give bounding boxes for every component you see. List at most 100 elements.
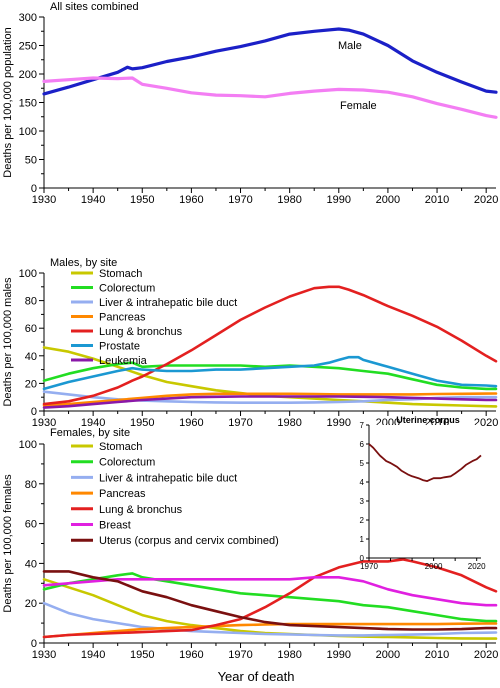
annotation-female: Female [340,100,377,112]
y-tick-label: 300 [19,12,37,24]
legend-label-lung-bronchus: Lung & bronchus [99,504,183,516]
y-tick-label: 0 [31,406,37,418]
inset-background [369,425,481,558]
y-tick-label: 20 [25,378,37,390]
y-tick-label: 150 [19,98,37,110]
y-tick-label: 80 [25,296,37,308]
panel-all-sites: 0 50 100 150 200 250 300 1930 1940 1950 1960 1970 19… [2,1,498,206]
legend-label-colorectum: Colorectum [99,457,155,469]
x-tick-label: 1930 [32,649,56,661]
x-tick-label: 1960 [179,194,203,206]
x-tick-label: 1980 [277,649,301,661]
y-axis-label: Deaths per 100,000 females [2,474,14,613]
y-tick-label: 40 [25,351,37,363]
y-tick-label: 50 [25,155,37,167]
x-tick-label: 1950 [130,649,154,661]
series-line-colorectum [42,361,498,391]
y-tick-label: 80 [25,479,37,491]
panel-title: All sites combined [50,1,139,13]
x-tick-label: 2020 [474,649,498,661]
series-line-uterus-corpus-and-cervix-combined [42,570,498,631]
x-tick-label: 1970 [228,417,252,429]
x-tick-label: 1990 [327,649,351,661]
y-tick-label: 200 [19,69,37,81]
x-tick-label: 1940 [81,649,105,661]
x-tick-label: 2020 [474,194,498,206]
inset-y-tick-label: 6 [360,440,365,449]
inset-x-tick-label: 2000 [425,562,443,571]
x-tick-label: 2010 [425,649,449,661]
y-tick-label: 60 [25,323,37,335]
annotation-male: Male [338,40,362,52]
x-tick-label: 1950 [130,194,154,206]
series-line-female [42,76,498,119]
inset-x-tick-label: 1970 [360,562,378,571]
y-tick-label: 60 [25,519,37,531]
x-tick-label: 2000 [376,194,400,206]
series-line-pancreas [42,392,498,407]
panel-title: Males, by site [50,257,117,269]
y-tick-label: 100 [19,439,37,451]
x-tick-label: 1930 [32,194,56,206]
y-tick-label: 100 [19,126,37,138]
x-tick-label: 1960 [179,417,203,429]
series-line-male [42,27,498,96]
legend-label-colorectum: Colorectum [99,283,155,295]
inset-y-tick-label: 4 [360,478,365,487]
y-tick-label: 250 [19,41,37,53]
legend-label-pancreas: Pancreas [99,488,146,500]
y-tick-label: 0 [31,183,37,195]
x-tick-label: 2010 [425,194,449,206]
x-tick-label: 1970 [228,194,252,206]
x-tick-label: 1930 [32,417,56,429]
y-tick-label: 40 [25,558,37,570]
series-line-lung-bronchus [42,558,498,639]
series-line-liver-intrahepatic-bile-duct [42,601,498,637]
legend-label-liver-intrahepatic-bile-duct: Liver & intrahepatic bile duct [99,472,237,484]
legend-label-breast: Breast [99,520,131,532]
y-tick-label: 0 [31,638,37,650]
inset-y-tick-label: 5 [360,459,365,468]
inset-y-tick-label: 2 [360,516,365,525]
series-line-breast [42,576,498,607]
x-tick-label: 1990 [327,417,351,429]
inset-y-tick-label: 1 [360,535,365,544]
legend-label-pancreas: Pancreas [99,312,146,324]
series-line-colorectum [42,572,498,623]
legend-label-lung-bronchus: Lung & bronchus [99,326,183,338]
legend-label-uterus-corpus-and-cervix-combined: Uterus (corpus and cervix combined) [99,535,279,547]
x-tick-label: 1970 [228,649,252,661]
panel-males: 0 20 40 60 80 100 1930 1940 1950 1960 1970 1980 1990… [2,257,498,429]
x-tick-label: 1960 [179,649,203,661]
x-tick-label: 1950 [130,417,154,429]
inset-title: Uterine corpus [396,415,460,425]
x-tick-label: 1940 [81,417,105,429]
x-tick-label: 1940 [81,194,105,206]
inset-x-tick-label: 2020 [468,562,486,571]
x-tick-label: 1980 [277,194,301,206]
legend-label-stomach: Stomach [99,441,142,453]
x-tick-label: 2000 [376,649,400,661]
series-line-lung-bronchus [42,285,498,406]
y-tick-label: 20 [25,598,37,610]
x-tick-label: 1990 [327,194,351,206]
y-tick-label: 100 [19,268,37,280]
y-axis-label: Deaths per 100,000 males [2,277,14,407]
inset-series-line [368,443,482,482]
figure-x-axis-label: Year of death [218,669,295,684]
y-axis-label: Deaths per 100,000 population [2,27,14,177]
inset-y-tick-label: 0 [360,554,365,563]
legend-label-prostate: Prostate [99,341,140,353]
series-line-prostate [42,355,498,391]
x-tick-label: 1980 [277,417,301,429]
inset-y-tick-label: 7 [360,421,365,430]
panel-title: Females, by site [50,427,130,439]
inset-y-tick-label: 3 [360,497,365,506]
series-line-leukemia [42,395,498,409]
legend-label-liver-intrahepatic-bile-duct: Liver & intrahepatic bile duct [99,297,237,309]
legend-label-stomach: Stomach [99,268,142,280]
inset-uterine-corpus: 0 1 2 3 4 5 6 7 1970 2000 2020 Uterine corpus [360,415,487,571]
legend-label-leukemia: Leukemia [99,355,148,367]
